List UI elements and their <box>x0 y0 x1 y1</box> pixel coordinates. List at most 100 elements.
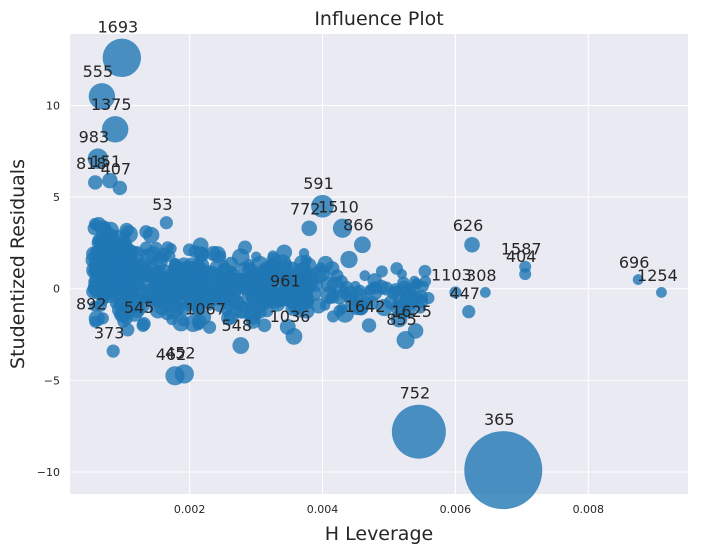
data-point <box>276 244 293 261</box>
data-point-407 <box>112 180 128 196</box>
data-point <box>226 289 241 304</box>
data-point <box>390 262 404 275</box>
data-point-1693 <box>102 38 142 78</box>
data-point <box>189 287 201 299</box>
data-point <box>364 284 376 296</box>
data-point <box>352 298 369 316</box>
data-point <box>117 315 130 328</box>
data-point <box>257 318 272 333</box>
data-point <box>110 229 125 244</box>
point-label-452: 452 <box>165 343 196 362</box>
y-tick-labels: −10 −5 0 5 10 <box>37 99 60 479</box>
data-point <box>298 290 309 301</box>
data-point <box>332 290 347 305</box>
data-point <box>220 272 237 289</box>
data-point <box>417 280 429 292</box>
y-tick-label: −5 <box>44 374 60 387</box>
point-label-548: 548 <box>222 316 253 335</box>
point-label-308: 308 <box>466 266 497 285</box>
point-label-53: 53 <box>152 195 172 214</box>
data-point <box>128 246 146 263</box>
data-point <box>98 261 116 279</box>
x-tick-label: 0.008 <box>573 503 605 516</box>
data-point <box>309 266 327 284</box>
data-point <box>340 250 358 269</box>
point-label-855: 855 <box>386 310 417 329</box>
point-label-151: 151 <box>91 152 122 171</box>
data-point-1625 <box>407 323 424 339</box>
data-point <box>191 295 203 307</box>
point-label-696: 696 <box>619 253 650 272</box>
x-tick-label: 0.004 <box>307 503 339 516</box>
point-label-1036: 1036 <box>270 307 311 326</box>
data-point-447 <box>462 305 476 319</box>
data-point <box>414 302 427 314</box>
point-label-1103: 1103 <box>431 265 472 284</box>
x-tick-label: 0.002 <box>174 503 206 516</box>
data-point <box>394 304 410 320</box>
data-point-752 <box>391 404 446 459</box>
data-point <box>422 291 435 305</box>
data-point <box>91 217 107 233</box>
point-label-404: 404 <box>506 247 537 266</box>
data-point <box>243 269 262 288</box>
data-point <box>136 266 148 278</box>
data-point <box>218 262 231 275</box>
data-point <box>221 310 237 326</box>
point-label-447: 447 <box>449 284 480 303</box>
point-label-961: 961 <box>270 272 301 291</box>
data-point <box>384 294 399 310</box>
point-label-1510: 1510 <box>318 198 359 217</box>
data-point-555 <box>88 83 116 110</box>
data-point-548 <box>232 337 250 354</box>
point-label-1067: 1067 <box>185 300 226 319</box>
x-tick-label: 0.006 <box>440 503 472 516</box>
data-point <box>166 263 183 280</box>
point-label-555: 555 <box>83 62 114 81</box>
data-point <box>117 261 131 275</box>
data-point <box>260 280 276 296</box>
data-point-866 <box>353 236 371 254</box>
data-point-308 <box>479 287 491 298</box>
data-point <box>214 287 226 299</box>
data-point <box>375 265 388 278</box>
data-point <box>161 241 174 254</box>
data-point-983 <box>87 148 109 169</box>
data-point <box>172 314 190 332</box>
data-point <box>142 226 160 244</box>
point-label-1693: 1693 <box>97 18 138 37</box>
labeled-points <box>87 38 667 510</box>
data-point-818 <box>88 175 103 190</box>
data-point-365 <box>464 431 543 510</box>
point-label-1625: 1625 <box>391 302 432 321</box>
data-point <box>319 300 331 311</box>
point-label-1375: 1375 <box>91 95 132 114</box>
point-label-772: 772 <box>290 199 321 218</box>
data-point <box>283 266 299 282</box>
unlabeled-point-cluster <box>85 217 435 337</box>
point-label-626: 626 <box>453 216 484 235</box>
point-label-462: 462 <box>156 345 187 364</box>
point-label-373: 373 <box>94 323 125 342</box>
x-axis-label: H Leverage <box>325 523 433 545</box>
data-point-696 <box>632 274 644 285</box>
point-label-407: 407 <box>101 160 132 179</box>
data-point <box>251 251 262 262</box>
data-point <box>214 250 227 263</box>
data-point <box>231 248 250 266</box>
data-point <box>403 287 415 299</box>
y-axis-label: Studentized Residuals <box>7 159 29 369</box>
data-point <box>310 279 324 292</box>
data-point <box>168 284 182 298</box>
data-point-892 <box>89 315 102 328</box>
data-point-961 <box>282 292 297 307</box>
data-point-772 <box>301 220 318 237</box>
data-point <box>278 260 289 271</box>
point-label-365: 365 <box>484 410 515 429</box>
y-tick-label: 5 <box>53 191 60 204</box>
data-point <box>418 264 432 278</box>
data-point <box>154 283 171 300</box>
data-point <box>413 291 424 302</box>
